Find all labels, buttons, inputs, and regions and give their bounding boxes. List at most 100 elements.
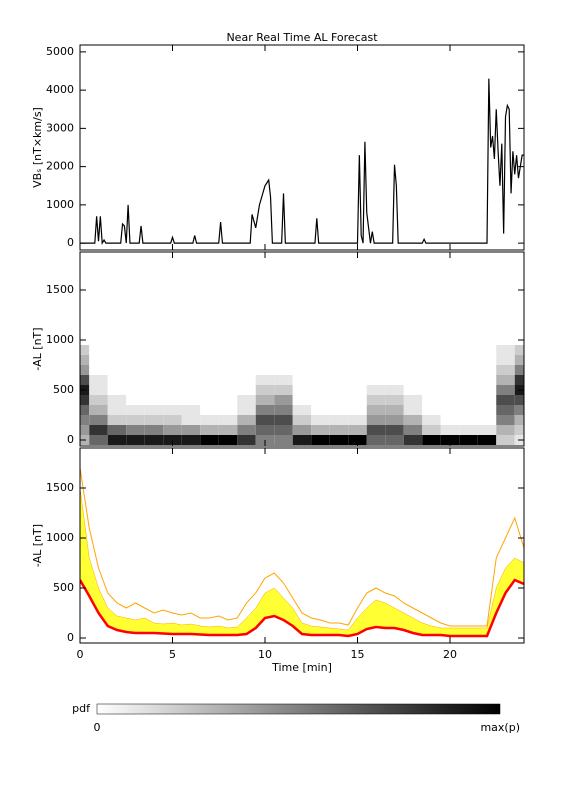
x-tick-label: 20	[443, 648, 457, 661]
density-cell	[477, 345, 497, 355]
density-cell	[459, 365, 478, 375]
density-cell	[255, 415, 275, 425]
density-cell	[80, 365, 90, 375]
density-cell	[181, 415, 201, 425]
density-cell	[422, 355, 441, 365]
density-cell	[459, 345, 478, 355]
y-tick-label: 4000	[46, 83, 74, 96]
density-cell	[496, 345, 515, 355]
density-cell	[163, 355, 182, 365]
density-cell	[385, 415, 404, 425]
density-cell	[107, 395, 127, 405]
density-cell	[422, 395, 441, 405]
density-cell	[477, 375, 497, 385]
density-cell	[496, 415, 515, 425]
density-cell	[89, 415, 108, 425]
x-axis-label: Time [min]	[271, 661, 332, 674]
frame	[79, 44, 525, 251]
density-cell	[496, 385, 515, 395]
density-cell	[348, 375, 367, 385]
density-cell	[237, 345, 256, 355]
density-cell	[163, 345, 182, 355]
density-cell	[366, 355, 386, 365]
density-cell	[348, 385, 367, 395]
density-cell	[163, 375, 182, 385]
density-cell	[440, 405, 460, 415]
density-cell	[144, 345, 164, 355]
density-cell	[274, 345, 293, 355]
density-cell	[107, 435, 127, 445]
density-cell	[80, 345, 90, 355]
density-cell	[477, 405, 497, 415]
density-cell	[237, 395, 256, 405]
density-cell	[459, 425, 478, 435]
density-cell	[237, 405, 256, 415]
density-cell	[477, 435, 497, 445]
density-cell	[126, 415, 145, 425]
density-cell	[89, 375, 108, 385]
density-cell	[274, 355, 293, 365]
x-tick-label: 10	[258, 648, 272, 661]
density-cell	[440, 385, 460, 395]
density-cell	[126, 385, 145, 395]
density-cell	[107, 345, 127, 355]
density-cell	[514, 355, 524, 365]
density-cell	[255, 385, 275, 395]
density-cell	[200, 345, 219, 355]
density-cell	[329, 415, 349, 425]
density-cell	[329, 345, 349, 355]
density-cell	[89, 345, 108, 355]
density-cell	[366, 415, 386, 425]
density-cell	[237, 425, 256, 435]
plot-area	[80, 78, 524, 246]
density-cell	[477, 355, 497, 365]
density-cell	[440, 425, 460, 435]
density-cell	[237, 355, 256, 365]
density-cell	[459, 355, 478, 365]
density-cell	[200, 385, 219, 395]
density-cell	[329, 355, 349, 365]
data-line	[80, 78, 524, 246]
colorbar-min: 0	[94, 721, 101, 734]
density-cell	[200, 425, 219, 435]
density-cell	[89, 355, 108, 365]
density-cell	[422, 375, 441, 385]
frame	[79, 447, 525, 644]
colorbar-max: max(p)	[480, 721, 520, 734]
density-cell	[385, 365, 404, 375]
density-cell	[274, 395, 293, 405]
density-cell	[181, 345, 201, 355]
density-cell	[144, 425, 164, 435]
density-cell	[292, 345, 312, 355]
density-cell	[514, 425, 524, 435]
density-cell	[366, 385, 386, 395]
density-cell	[385, 385, 404, 395]
density-cell	[385, 375, 404, 385]
density-cell	[348, 425, 367, 435]
density-cell	[218, 385, 238, 395]
density-cell	[126, 425, 145, 435]
density-cell	[274, 405, 293, 415]
density-cell	[348, 415, 367, 425]
density-cell	[163, 385, 182, 395]
density-cell	[144, 385, 164, 395]
density-cell	[144, 365, 164, 375]
density-cell	[496, 405, 515, 415]
density-cell	[329, 375, 349, 385]
x-tick-label: 15	[351, 648, 365, 661]
density-cell	[311, 385, 330, 395]
density-cell	[107, 415, 127, 425]
density-cell	[459, 385, 478, 395]
density-cell	[514, 375, 524, 385]
density-cell	[403, 415, 423, 425]
x-tick-label: 0	[77, 648, 84, 661]
density-cell	[144, 375, 164, 385]
density-cell	[329, 425, 349, 435]
density-cell	[89, 365, 108, 375]
density-cell	[274, 425, 293, 435]
density-cell	[459, 375, 478, 385]
density-cell	[422, 435, 441, 445]
density-cell	[200, 415, 219, 425]
y-tick-label: 1000	[46, 198, 74, 211]
